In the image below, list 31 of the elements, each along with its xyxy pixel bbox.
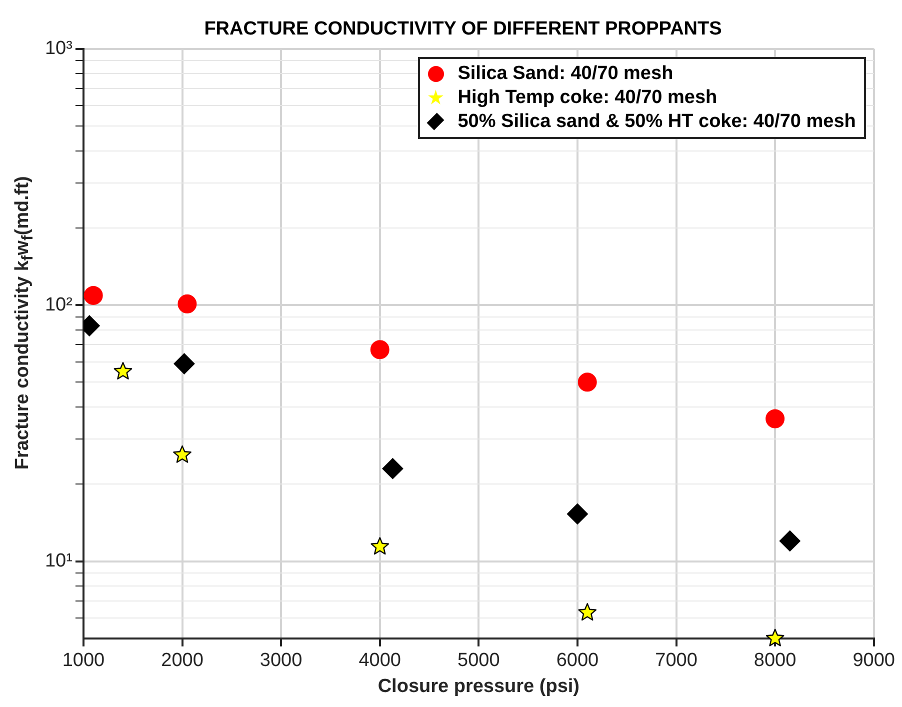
x-tick-label: 9000 — [852, 650, 896, 672]
point — [370, 537, 390, 555]
point — [174, 353, 195, 374]
x-tick-label: 4000 — [358, 650, 402, 672]
y-tick-label: 10³ — [44, 38, 72, 60]
x-axis-title: Closure pressure (psi) — [378, 676, 580, 697]
y-tick-label: 10² — [44, 294, 72, 316]
point — [766, 628, 784, 646]
point — [578, 372, 597, 392]
point — [382, 458, 404, 480]
x-tick-label: 3000 — [260, 650, 302, 672]
x-tick-label: 6000 — [556, 650, 599, 672]
point — [578, 603, 597, 621]
chart-title: FRACTURE CONDUCTIVITY OF DIFFERENT PROPPANTS — [204, 18, 722, 40]
point — [779, 530, 800, 552]
legend-label: High Temp coke: 40/70 mesh — [458, 86, 718, 110]
point — [114, 362, 132, 380]
legend-label: Silica Sand: 40/70 mesh — [458, 62, 674, 86]
point — [178, 294, 197, 314]
point — [370, 340, 390, 360]
x-tick-label: 8000 — [754, 650, 796, 672]
x-tick-label: 5000 — [458, 650, 500, 672]
point — [566, 503, 588, 524]
x-tick-label: 7000 — [655, 650, 698, 672]
x-tick-label: 1000 — [62, 650, 105, 672]
point — [766, 409, 785, 428]
y-tick-label: 10¹ — [44, 550, 72, 572]
point — [173, 445, 192, 463]
x-tick-label: 2000 — [161, 650, 204, 672]
point — [84, 286, 103, 305]
legend-label: 50% Silica sand & 50% HT coke: 40/70 mesh — [458, 110, 856, 134]
